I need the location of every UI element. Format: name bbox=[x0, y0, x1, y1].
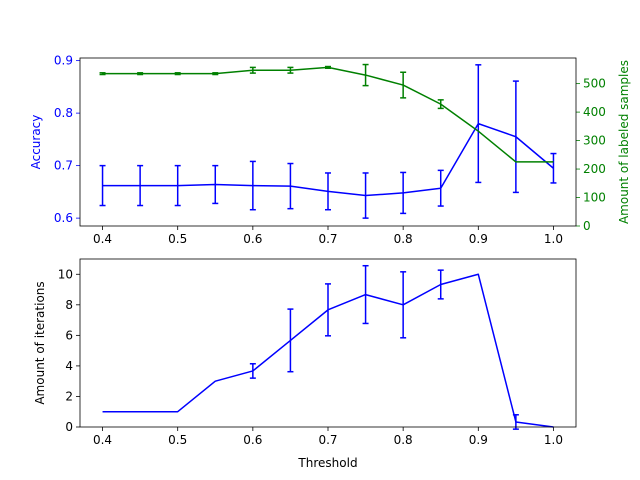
x-tick-label: 0.6 bbox=[243, 232, 262, 246]
y2-tick-label: 300 bbox=[583, 134, 606, 148]
y2-tick-label: 200 bbox=[583, 162, 606, 176]
y-axis-label: Accuracy bbox=[29, 115, 43, 170]
y2-axis-label: Amount of labeled samples bbox=[617, 60, 631, 224]
x-tick-label: 0.5 bbox=[168, 232, 187, 246]
y-tick-label: 8 bbox=[65, 298, 73, 312]
x-axis-label: Threshold bbox=[297, 456, 357, 470]
x-tick-label: 0.8 bbox=[394, 433, 413, 447]
accuracy-and-samples-plot: 0.4 0.5 0.6 0.7 0.8 0.9 1.0 0.6 0.7 0.8 0.9 0 100 200… bbox=[29, 54, 631, 246]
x-tick-label: 0.6 bbox=[243, 433, 262, 447]
x-tick-label: 0.8 bbox=[394, 232, 413, 246]
y-tick-label: 0.6 bbox=[54, 211, 73, 225]
iterations-plot: 0.4 0.5 0.6 0.7 0.8 0.9 1.0 0 2 4 6 8 10 Amount of it… bbox=[33, 258, 577, 470]
y-axis-label: Amount of iterations bbox=[33, 281, 47, 404]
x-tick-label: 1.0 bbox=[544, 433, 563, 447]
y-tick-label: 2 bbox=[65, 389, 73, 403]
x-tick-label: 0.4 bbox=[93, 433, 112, 447]
x-tick-label: 0.5 bbox=[168, 433, 187, 447]
x-tick-label: 0.9 bbox=[469, 232, 488, 246]
y-tick-label: 0 bbox=[65, 420, 73, 434]
x-tick-label: 0.7 bbox=[318, 433, 337, 447]
plot-frame bbox=[79, 258, 577, 428]
x-tick-label: 0.7 bbox=[318, 232, 337, 246]
y-tick-label: 6 bbox=[65, 328, 73, 342]
plot-frame bbox=[79, 57, 577, 227]
y2-tick-label: 100 bbox=[583, 191, 606, 205]
y2-tick-label: 400 bbox=[583, 105, 606, 119]
y-tick-label: 0.7 bbox=[54, 159, 73, 173]
y-tick-label: 10 bbox=[58, 267, 73, 281]
y2-tick-label: 500 bbox=[583, 77, 606, 91]
y-tick-label: 0.9 bbox=[54, 54, 73, 68]
y2-tick-label: 0 bbox=[583, 219, 591, 233]
x-tick-label: 0.9 bbox=[469, 433, 488, 447]
y-tick-label: 4 bbox=[65, 359, 73, 373]
x-tick-label: 1.0 bbox=[544, 232, 563, 246]
x-tick-label: 0.4 bbox=[93, 232, 112, 246]
y-tick-label: 0.8 bbox=[54, 106, 73, 120]
